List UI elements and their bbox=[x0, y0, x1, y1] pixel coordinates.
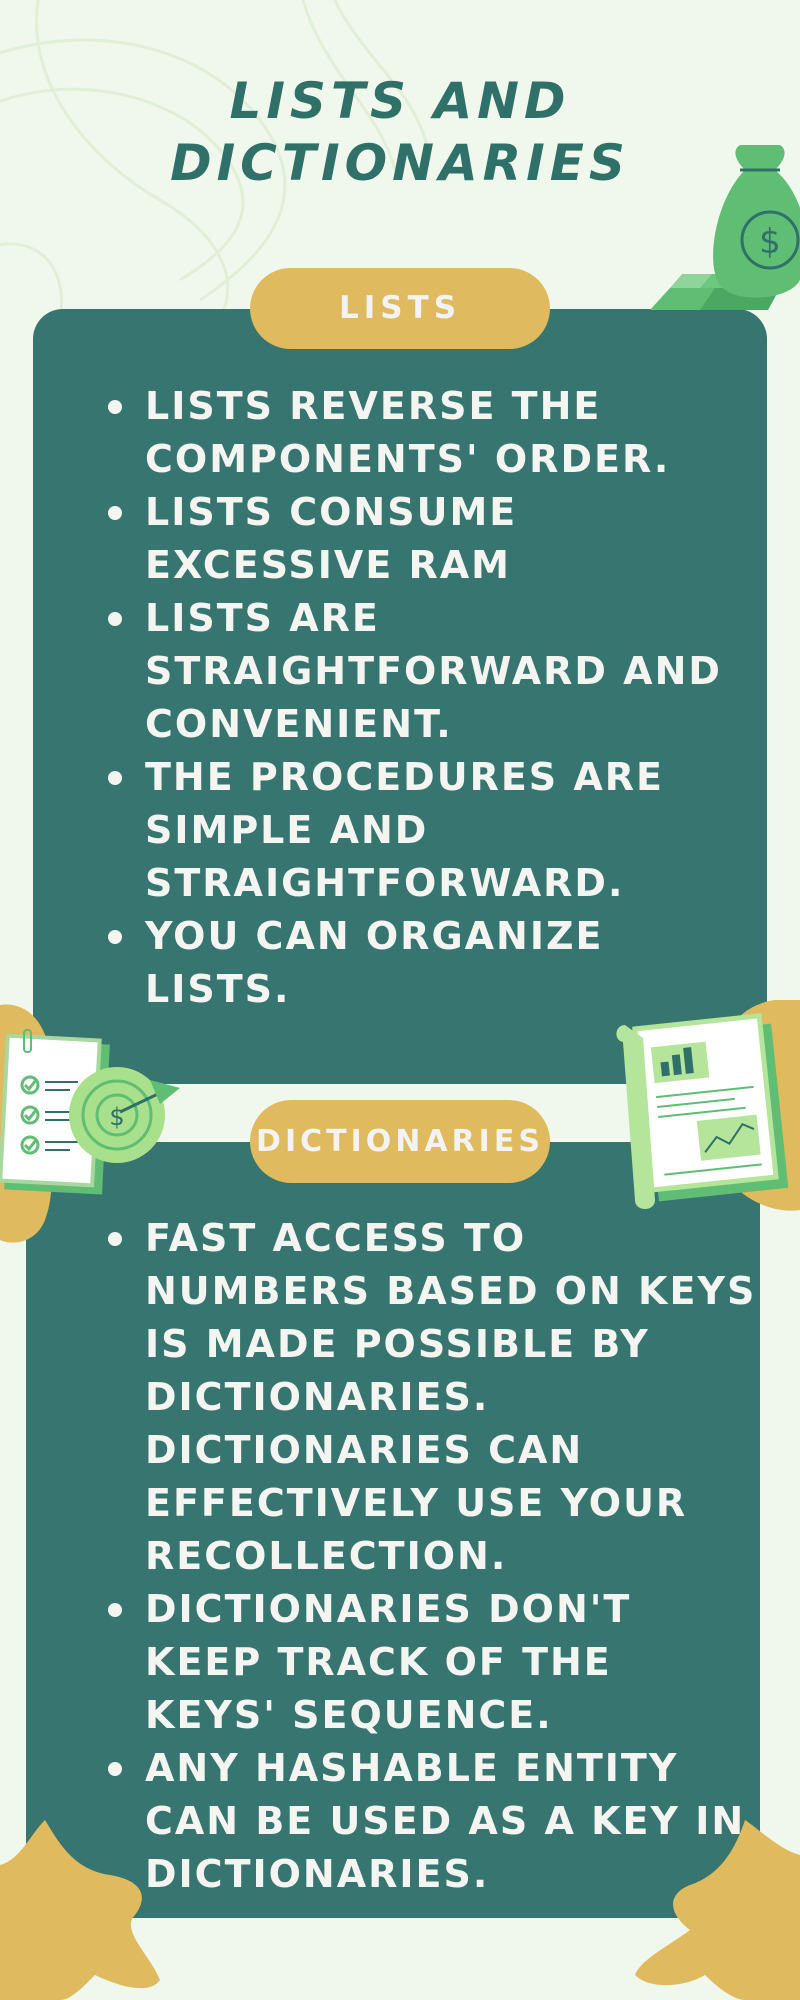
list-item-line: COMPONENTS' ORDER. bbox=[145, 437, 671, 481]
financial-report-icon bbox=[616, 1000, 800, 1211]
list-item-line: EXCESSIVE RAM bbox=[145, 543, 511, 587]
list-item-line: CONVENIENT. bbox=[145, 702, 453, 746]
lists-section-label: LISTS bbox=[250, 268, 550, 349]
list-item-line: YOU CAN ORGANIZE bbox=[145, 914, 604, 958]
svg-text:$: $ bbox=[109, 1103, 124, 1131]
list-item-line: LISTS. bbox=[145, 967, 291, 1011]
list-item-line: DICTIONARIES. bbox=[145, 1852, 490, 1896]
list-item-line: ANY HASHABLE ENTITY bbox=[145, 1746, 679, 1790]
list-item-line: FAST ACCESS TO bbox=[145, 1216, 527, 1260]
list-item-line: LISTS REVERSE THE bbox=[145, 384, 602, 428]
list-item: DICTIONARIES DON'T KEEP TRACK OF THE KEY… bbox=[107, 1583, 756, 1742]
svg-text:$: $ bbox=[759, 222, 781, 262]
dictionaries-bullet-list: FAST ACCESS TO NUMBERS BASED ON KEYS IS … bbox=[103, 1212, 756, 1954]
dollar-target-icon: $ bbox=[69, 1067, 180, 1163]
lists-bullet-list: LISTS REVERSE THE COMPONENTS' ORDER. LIS… bbox=[103, 380, 722, 1016]
list-item: LISTS ARE STRAIGHTFORWARD AND CONVENIENT… bbox=[108, 592, 722, 751]
list-item-line: LISTS ARE bbox=[145, 596, 380, 640]
list-item-line: LISTS CONSUME bbox=[145, 490, 518, 534]
list-item: THE PROCEDURES ARE SIMPLE AND STRAIGHTFO… bbox=[108, 751, 722, 910]
list-item-line: KEEP TRACK OF THE bbox=[145, 1640, 612, 1684]
dictionaries-panel bbox=[26, 1142, 760, 1918]
list-item-line: SIMPLE AND bbox=[145, 808, 429, 852]
list-item-line: DICTIONARIES CAN bbox=[145, 1428, 584, 1472]
lists-panel bbox=[33, 309, 767, 1084]
title-line-1: LISTS AND bbox=[229, 72, 571, 130]
title-line-2: DICTIONARIES bbox=[170, 134, 630, 192]
checklist-icon: $ bbox=[0, 1004, 180, 1243]
money-bag-icon: $ bbox=[650, 145, 800, 310]
list-item-line: NUMBERS BASED ON KEYS bbox=[145, 1269, 757, 1313]
list-item-line: RECOLLECTION. bbox=[145, 1534, 508, 1578]
list-item: LISTS CONSUME EXCESSIVE RAM bbox=[108, 486, 722, 592]
page-title: LISTS AND DICTIONARIES bbox=[0, 70, 800, 194]
mustard-blob-shapes bbox=[0, 1820, 800, 2000]
list-item-line: THE PROCEDURES ARE bbox=[145, 755, 665, 799]
list-item: LISTS REVERSE THE COMPONENTS' ORDER. bbox=[108, 380, 722, 486]
list-item-line: DICTIONARIES. bbox=[145, 1375, 490, 1419]
list-item: FAST ACCESS TO NUMBERS BASED ON KEYS IS … bbox=[107, 1212, 757, 1583]
list-item-line: CAN BE USED AS A KEY IN bbox=[145, 1799, 746, 1843]
list-item-line: DICTIONARIES DON'T bbox=[145, 1587, 632, 1631]
list-item-line: IS MADE POSSIBLE BY bbox=[145, 1322, 650, 1366]
list-item: YOU CAN ORGANIZE LISTS. bbox=[108, 910, 722, 1016]
dictionaries-section-label: DICTIONARIES bbox=[250, 1100, 550, 1183]
list-item-line: KEYS' SEQUENCE. bbox=[145, 1693, 553, 1737]
list-item-line: STRAIGHTFORWARD AND bbox=[145, 649, 722, 693]
list-item: ANY HASHABLE ENTITY CAN BE USED AS A KEY… bbox=[107, 1742, 756, 1901]
list-item-line: EFFECTIVELY USE YOUR bbox=[145, 1481, 688, 1525]
list-item-line: STRAIGHTFORWARD. bbox=[145, 861, 625, 905]
